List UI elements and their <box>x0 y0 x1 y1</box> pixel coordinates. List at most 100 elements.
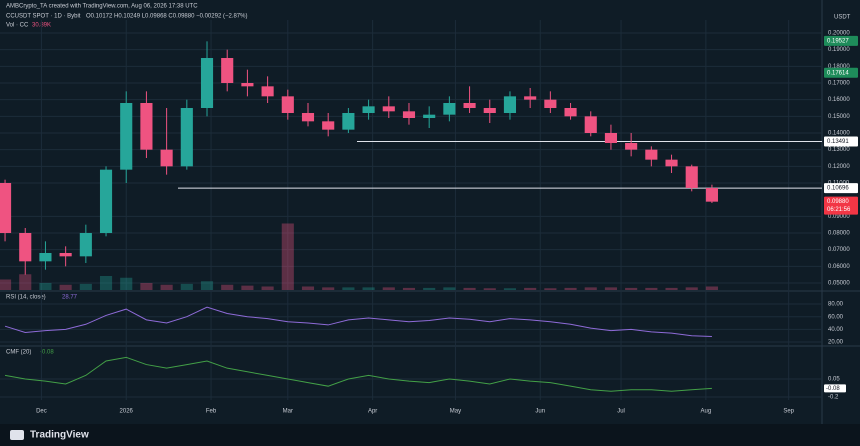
rsi-last: 28.77 <box>62 295 78 301</box>
volume-bar <box>382 287 395 290</box>
volume-bar <box>645 287 658 290</box>
cmf-tick-label: 0.05 <box>828 377 840 383</box>
x-tick-label: Aug <box>701 409 712 415</box>
volume-bar <box>544 288 557 290</box>
volume-bar <box>503 288 517 290</box>
candle-body <box>221 58 234 83</box>
volume-bar <box>665 287 678 290</box>
y-tick-label: 0.08000 <box>828 231 850 237</box>
x-tick-label: 2026 <box>120 409 134 415</box>
footer <box>0 424 860 446</box>
last-price-label: 0.09880 <box>827 199 849 205</box>
y-tick-label: 0.16000 <box>828 97 850 103</box>
volume-bar <box>120 277 133 290</box>
cmf-last: -0.08 <box>40 350 54 356</box>
volume-bar <box>685 287 698 290</box>
candle-body <box>241 83 254 87</box>
volume-bar <box>342 287 355 290</box>
candle-body <box>503 96 517 113</box>
volume-bar <box>261 286 274 290</box>
y-tick-label: 0.13000 <box>828 147 850 153</box>
candle-body <box>19 233 32 262</box>
price-badge <box>824 35 858 46</box>
volume-bar <box>423 287 436 290</box>
candle-body <box>362 106 375 113</box>
ohlc: O0.10172 H0.10249 L0.09868 C0.09880 −0.0… <box>86 14 247 20</box>
volume-bar <box>362 287 375 290</box>
candle-body <box>584 116 597 133</box>
volume-bar <box>59 284 72 290</box>
x-tick-label: Mar <box>283 409 293 415</box>
y-tick-label: 0.15000 <box>828 114 850 120</box>
price-badge-label: 0.13491 <box>827 139 849 145</box>
volume-bar <box>19 274 32 290</box>
credit: AMBCrypto_TA created with TradingView.co… <box>6 4 198 10</box>
volume-bar <box>584 287 597 290</box>
y-tick-label: 0.17000 <box>828 81 850 87</box>
price-badge <box>824 67 858 78</box>
candle-body <box>645 149 658 160</box>
y-tick-label: 0.12000 <box>828 164 850 170</box>
y-tick-label: 0.06000 <box>828 264 850 270</box>
candle-body <box>665 159 678 167</box>
price-badge-label: 0.17614 <box>827 70 849 76</box>
y-tick-label: 0.05000 <box>828 281 850 287</box>
candle-body <box>342 113 355 130</box>
candle-body <box>0 183 12 233</box>
rsi-title: RSI (14, close) <box>6 295 46 301</box>
x-tick-label: May <box>450 409 461 415</box>
volume-bar <box>705 286 718 290</box>
volume-bar <box>524 287 537 290</box>
volume-bar <box>625 287 638 290</box>
price-badge <box>824 183 858 194</box>
price-badge-label: 0.19527 <box>827 38 849 44</box>
volume-bar <box>443 287 456 290</box>
rsi-tick-label: 40.00 <box>828 327 844 333</box>
volume-bar <box>301 286 315 290</box>
candle-body <box>261 86 274 97</box>
candle-body <box>59 253 72 257</box>
volume-bar <box>322 287 335 290</box>
volume-bar <box>281 223 294 290</box>
candle-body <box>281 96 294 113</box>
candle-body <box>140 103 153 150</box>
volume-bar <box>200 281 214 290</box>
volume-bar <box>463 287 476 290</box>
candle-body <box>79 233 92 257</box>
cmf-last-badge-label: -0.08 <box>826 386 840 392</box>
y-tick-label: 0.07000 <box>828 247 850 253</box>
countdown: 06:21:56 <box>827 207 851 213</box>
candle-body <box>39 253 52 262</box>
volume-bar <box>99 276 113 290</box>
candle-body <box>382 106 395 112</box>
x-tick-label: Jun <box>535 409 545 415</box>
volume-bar <box>140 283 153 290</box>
candle-body <box>180 108 193 167</box>
candle-body <box>402 111 416 118</box>
x-tick-label: Feb <box>206 409 217 415</box>
candle-body <box>625 143 638 150</box>
candle-body <box>200 58 214 108</box>
price-badge-label: 0.10696 <box>827 186 849 192</box>
rsi-line <box>4 306 712 337</box>
candle-body <box>443 103 456 115</box>
candle-body <box>524 96 537 100</box>
y-tick-label: 0.18000 <box>828 64 850 70</box>
x-tick-label: Jul <box>617 409 625 415</box>
x-tick-label: Apr <box>368 409 377 415</box>
candle-body <box>544 99 557 108</box>
cmf-line <box>4 356 712 392</box>
candle-body <box>301 113 315 122</box>
price-badge <box>824 136 858 147</box>
candle-body <box>160 149 173 167</box>
volume-bar <box>483 288 496 290</box>
currency: USDT <box>834 15 851 21</box>
volume-bar <box>160 284 173 290</box>
volume-bar <box>39 283 52 290</box>
volume-bar <box>241 285 254 290</box>
y-tick-label: 0.14000 <box>828 131 850 137</box>
candle-body <box>463 103 476 108</box>
